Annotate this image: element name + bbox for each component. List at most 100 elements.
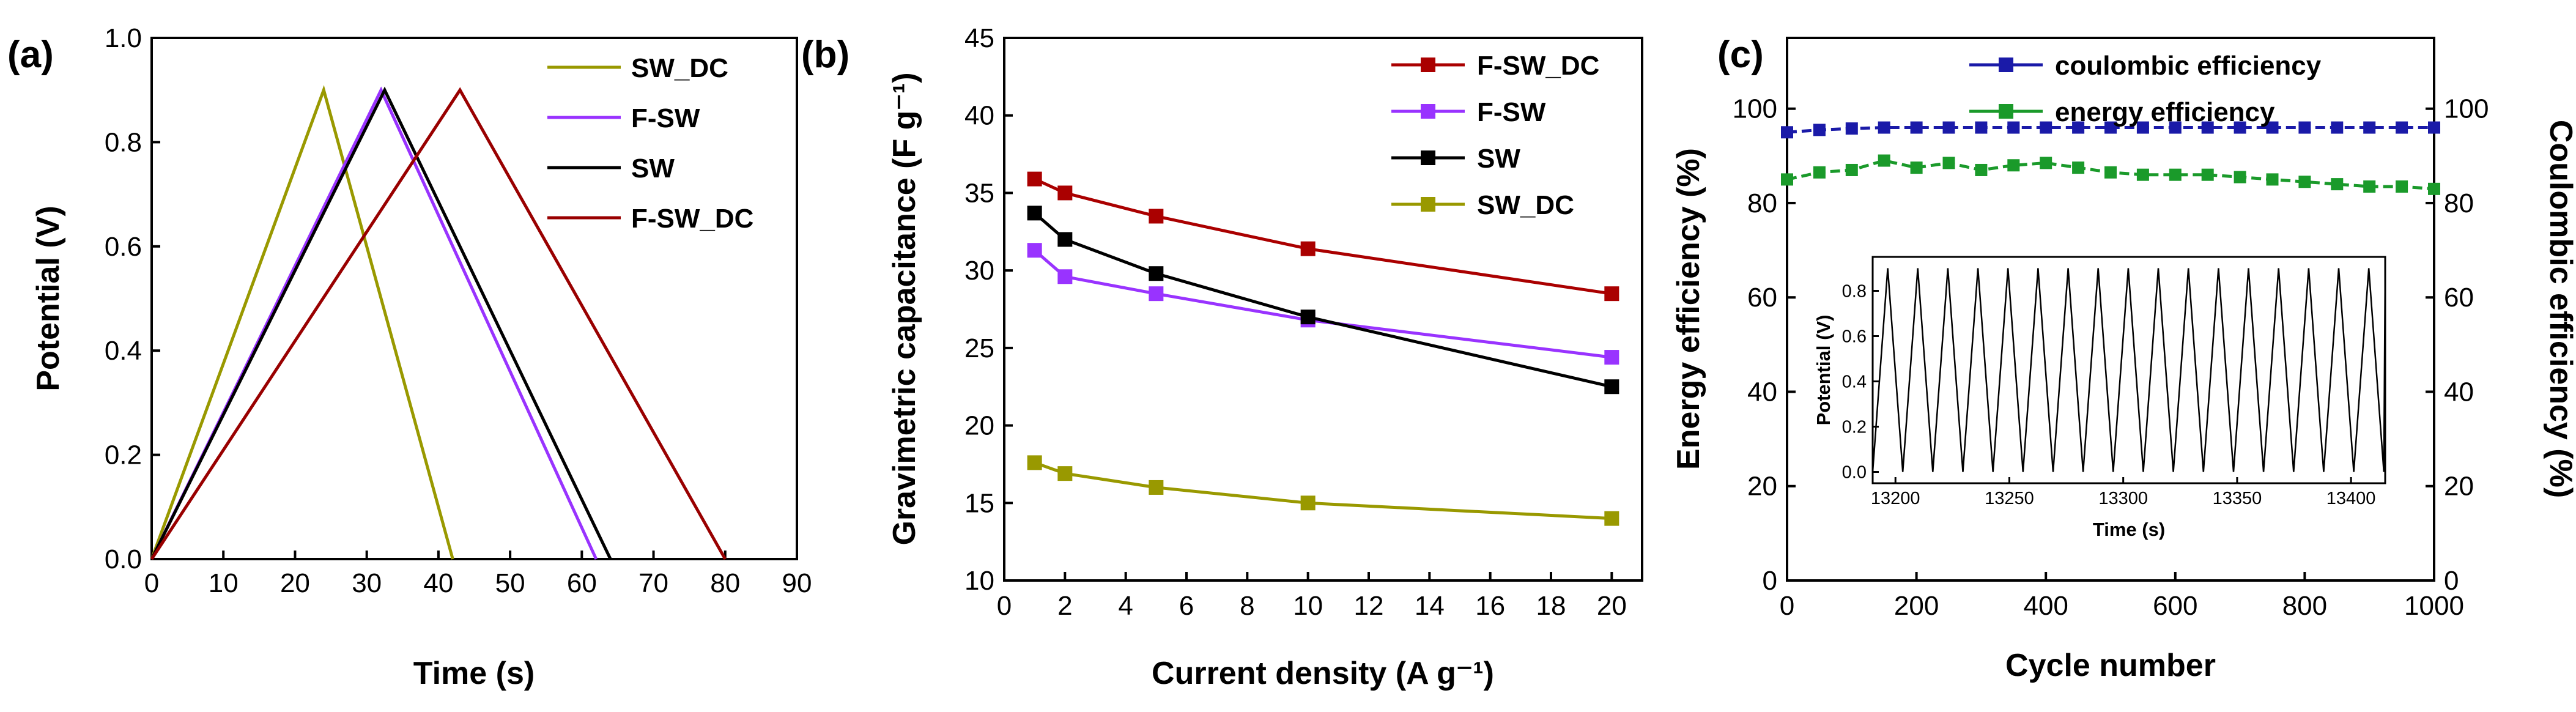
panel-c-ticks: 0 200 400 600 800 100002040608010002040608010… — [1733, 94, 2489, 621]
panel-c-point-1-6 — [1975, 163, 1988, 176]
panel-c-point-0-13 — [2201, 121, 2214, 134]
panel-a-series-line-2 — [150, 86, 612, 560]
panel-b-ytick-label: 35 — [964, 178, 994, 208]
panel-b-xlabel: Current density (A g⁻¹) — [1152, 656, 1494, 691]
panel-b-xtick-label: 6 — [1179, 591, 1194, 621]
panel-c-ytick-label-right: 80 — [2444, 188, 2474, 218]
panel-c-point-0-11 — [2136, 121, 2149, 134]
panel-b-series — [1027, 171, 1619, 526]
panel-a-ylabel: Potential (V) — [31, 206, 66, 391]
panel-c-point-0-0 — [1781, 126, 1793, 139]
panel-c-series — [1781, 121, 2440, 195]
panel-c-point-1-11 — [2136, 168, 2149, 181]
panel-c-point-0-17 — [2331, 121, 2344, 134]
panel-c-point-0-20 — [2428, 121, 2440, 134]
inset-xtick-label: 13300 — [2098, 489, 2148, 508]
panel-b-xtick-label: 14 — [1415, 591, 1445, 621]
panel-b-xtick-label: 16 — [1475, 591, 1505, 621]
panel-b-point-1-0 — [1027, 243, 1042, 258]
panel-c-point-1-5 — [1942, 157, 1955, 169]
panel-b-xtick-label: 18 — [1536, 591, 1566, 621]
panel-a-xtick-label: 60 — [567, 568, 597, 598]
panel-a-xtick-label: 30 — [352, 568, 382, 598]
panel-c-point-0-6 — [1975, 121, 1988, 134]
inset-series — [1871, 268, 2386, 472]
panel-c-legend-label-1: energy efficiency — [2055, 97, 2275, 127]
panel-c-point-0-14 — [2234, 121, 2246, 134]
panel-c-frame — [1786, 37, 2435, 582]
panel-b-ticks: 0 2 4 6 8 10 12 14 16 18 20 10 15 20 25 30 35 40 45 — [964, 23, 1627, 621]
panel-c-point-0-2 — [1845, 122, 1858, 135]
panel-c-point-1-14 — [2234, 171, 2246, 184]
panel-a-legend: SW_DC F-SW SW F-SW_DC — [547, 53, 753, 234]
panel-a-xlabel: Time (s) — [413, 656, 535, 691]
inset-xtick-label: 13400 — [2326, 489, 2376, 508]
panel-c-ytick-label-left: 40 — [1747, 377, 1777, 407]
panel-b-ytick-label: 45 — [964, 23, 994, 53]
panel-c-point-0-12 — [2169, 121, 2182, 134]
panel-c-legend: coulombic efficiency energy efficiency — [1969, 51, 2322, 127]
panel-b-xtick-label: 0 — [997, 591, 1012, 621]
panel-c-point-1-8 — [2040, 157, 2052, 169]
panel-c-legend-swatch-marker-0 — [1999, 57, 2013, 72]
panel-b-point-3-2 — [1149, 480, 1164, 495]
panel-c-ytick-label-left: 60 — [1747, 283, 1777, 313]
panel-b-frame — [1003, 37, 1643, 582]
panel-b-ytick-label: 20 — [964, 411, 994, 441]
panel-b-xtick-label: 12 — [1354, 591, 1384, 621]
panel-b-point-2-1 — [1057, 232, 1073, 247]
panel-c-point-0-7 — [2007, 121, 2020, 134]
panel-b-point-0-0 — [1027, 171, 1042, 187]
inset-ylabel: Potential (V) — [1813, 315, 1834, 426]
panel-c-ytick-label-right: 20 — [2444, 472, 2474, 502]
panel-c-xlabel: Cycle number — [2005, 648, 2216, 683]
panel-c-point-1-3 — [1878, 154, 1890, 167]
panel-c-ytick-label-right: 40 — [2444, 377, 2474, 407]
panel-c-legend-swatch-marker-1 — [1999, 104, 2013, 119]
panel-b-series-line-3 — [1034, 461, 1612, 521]
inset-ytick-label: 0.4 — [1842, 373, 1867, 392]
panel-c-point-0-18 — [2363, 121, 2376, 134]
panel-b-chart: 0 2 4 6 8 10 12 14 16 18 20 10 15 20 25 30 35 40 45 Curren… — [887, 23, 1643, 691]
panel-c-point-0-9 — [2072, 121, 2085, 134]
panel-b-xtick-label: 2 — [1057, 591, 1072, 621]
panel-c-xtick-label: 800 — [2282, 591, 2327, 621]
panel-b-point-3-0 — [1027, 455, 1042, 470]
panel-c-ytick-label-right: 60 — [2444, 283, 2474, 313]
panel-b-series-line-2 — [1034, 212, 1612, 388]
panel-a-ticks: 0 10 20 30 40 50 60 70 80 90 0.0 0.2 0.4 0.6 0.8 1.0 — [105, 23, 812, 598]
panel-b-point-1-1 — [1057, 269, 1073, 284]
panel-b-point-3-1 — [1057, 466, 1073, 481]
panel-c-point-0-16 — [2298, 121, 2311, 134]
panel-b-ytick-label: 15 — [964, 488, 994, 518]
panel-a-ytick-label: 0.8 — [105, 127, 142, 157]
panel-b-legend-label-1: F-SW — [1477, 97, 1546, 127]
panel-b-xtick-label: 8 — [1240, 591, 1254, 621]
panel-b-point-3-3 — [1300, 495, 1316, 511]
panel-a-series-line-0 — [150, 85, 454, 560]
panel-c-point-0-5 — [1942, 121, 1955, 134]
inset-ytick-label: 0.0 — [1842, 463, 1867, 483]
panel-a-legend-label-1: F-SW — [631, 103, 700, 133]
panel-b-ytick-label: 25 — [964, 333, 994, 363]
inset-ytick-label: 0.2 — [1842, 418, 1867, 437]
panel-c-xtick-label: 1000 — [2404, 591, 2464, 621]
panel-c-ytick-label-left: 80 — [1747, 188, 1777, 218]
panel-c-ytick-label-left: 20 — [1747, 472, 1777, 502]
panel-c-xtick-label: 400 — [2023, 591, 2068, 621]
panel-b-point-0-3 — [1300, 241, 1316, 256]
panel-label-b: (b) — [801, 34, 849, 76]
inset-xtick-label: 13200 — [1871, 489, 1920, 508]
panel-c-point-0-10 — [2104, 121, 2117, 134]
panel-a-xtick-label: 0 — [144, 568, 159, 598]
panel-c-point-1-20 — [2428, 182, 2440, 195]
panel-c-point-1-18 — [2363, 180, 2376, 193]
panel-c-inset: 13200 13250 13300 13350 13400 0.0 0.2 0.4 0.6 0.8… — [1813, 256, 2386, 540]
panel-a-ytick-label: 0.2 — [105, 440, 142, 470]
panel-a-xtick-label: 80 — [710, 568, 740, 598]
panel-c-point-1-9 — [2072, 161, 2085, 174]
panel-b-ytick-label: 40 — [964, 101, 994, 131]
panel-b-legend-label-2: SW — [1477, 144, 1520, 174]
panel-b-ylabel: Gravimetric capacitance (F g⁻¹) — [887, 72, 922, 545]
